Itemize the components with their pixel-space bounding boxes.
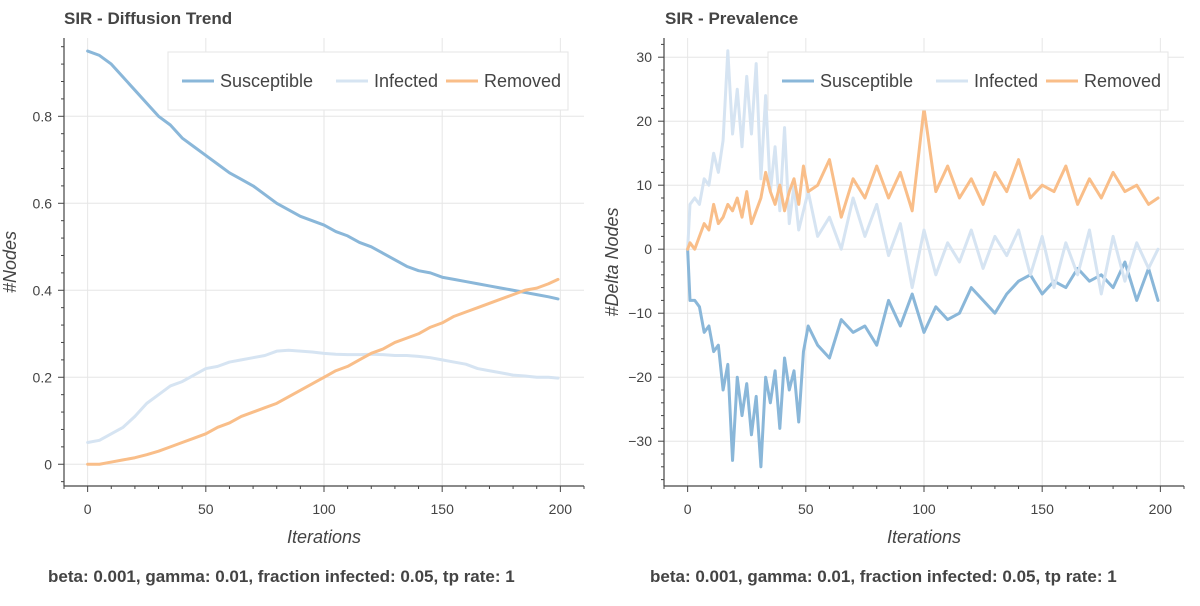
y-tick-label: −30	[628, 433, 652, 449]
legend-label-infected: Infected	[374, 71, 438, 91]
y-axis-label: #Nodes	[0, 231, 20, 293]
x-tick-label: 150	[431, 501, 455, 517]
chart-title: SIR - Prevalence	[665, 9, 798, 28]
x-tick-label: 150	[1031, 501, 1055, 517]
x-tick-label: 200	[549, 501, 573, 517]
series-line-removed	[686, 106, 1160, 251]
y-tick-label: 0.6	[33, 195, 53, 211]
diffusion-trend-panel: SIR - Diffusion Trend 0 50 100 150 200 0 0.2 0.…	[0, 9, 585, 586]
x-tick-label: 0	[84, 501, 92, 517]
x-tick-label: 50	[798, 501, 814, 517]
chart-caption: beta: 0.001, gamma: 0.01, fraction infec…	[650, 567, 1117, 586]
legend-label-susceptible: Susceptible	[220, 71, 313, 91]
prevalence-chart: SIR - Prevalence 0 50 100 150 200 −30 −20 −10 0 1…	[602, 9, 1185, 586]
x-tick-label: 50	[198, 501, 214, 517]
y-tick-label: 0	[44, 456, 52, 472]
y-tick-label: 30	[636, 49, 652, 65]
y-tick-label: 0.2	[33, 369, 53, 385]
legend-label-infected: Infected	[974, 71, 1038, 91]
legend-label-removed: Removed	[484, 71, 561, 91]
x-tick-label: 100	[312, 501, 336, 517]
series-line-removed	[86, 277, 560, 466]
y-tick-label: 20	[636, 113, 652, 129]
series-line-susceptible	[686, 247, 1160, 469]
x-tick-label: 100	[912, 501, 936, 517]
legend-label-susceptible: Susceptible	[820, 71, 913, 91]
prevalence-panel: SIR - Prevalence 0 50 100 150 200 −30 −20 −10 0 1…	[600, 0, 1200, 606]
chart-title: SIR - Diffusion Trend	[64, 9, 232, 28]
legend[interactable]: Susceptible Infected Removed	[767, 51, 1169, 111]
y-tick-label: −20	[628, 369, 652, 385]
x-axis-label: Iterations	[287, 527, 361, 547]
chart-caption: beta: 0.001, gamma: 0.01, fraction infec…	[48, 567, 515, 586]
y-axis-label: #Delta Nodes	[602, 207, 622, 316]
y-tick-label: 0.8	[33, 108, 53, 124]
legend[interactable]: Susceptible Infected Removed	[167, 51, 569, 111]
x-tick-label: 200	[1149, 501, 1173, 517]
y-tick-label: 10	[636, 177, 652, 193]
diffusion-trend-chart: SIR - Diffusion Trend 0 50 100 150 200 0 0.2 0.…	[0, 9, 585, 586]
x-tick-label: 0	[684, 501, 692, 517]
x-axis-label: Iterations	[887, 527, 961, 547]
y-tick-label: 0.4	[33, 282, 53, 298]
y-tick-label: −10	[628, 305, 652, 321]
y-tick-label: 0	[644, 241, 652, 257]
legend-label-removed: Removed	[1084, 71, 1161, 91]
series-line-infected	[686, 49, 1160, 296]
series-line-susceptible	[86, 49, 560, 301]
series-line-infected	[86, 348, 560, 444]
